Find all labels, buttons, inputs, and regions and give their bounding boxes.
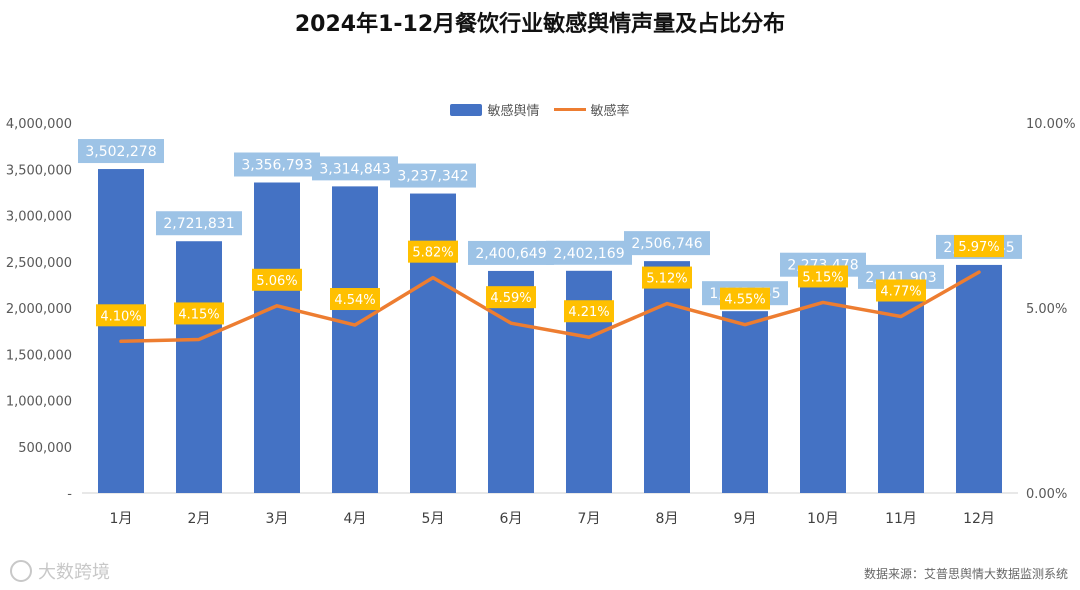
bar-data-label-box: [390, 163, 476, 188]
y-left-tick-label: 3,000,000: [6, 210, 72, 225]
x-tick-label: 2月: [188, 511, 211, 527]
x-tick-label: 7月: [578, 511, 601, 527]
y-left-tick-label: 3,500,000: [6, 163, 72, 178]
rate-data-label-box: [954, 235, 1004, 258]
bar-data-label-box: [234, 152, 320, 177]
brand-text: 大数跨境: [38, 562, 110, 583]
rate-data-label-box: [96, 304, 146, 327]
rate-data-label: 4.15%: [178, 307, 219, 322]
rate-data-label: 4.59%: [490, 291, 531, 306]
y-left-tick-label: -: [67, 487, 72, 502]
bar-data-label: 3,502,278: [85, 144, 156, 160]
bar: [176, 241, 222, 493]
legend: 敏感舆情 敏感率: [0, 100, 1080, 119]
bar-data-label-box: [312, 156, 398, 181]
bar-data-label: 3,314,843: [319, 161, 390, 177]
bar-data-label-box: [156, 211, 242, 236]
x-tick-label: 12月: [963, 511, 995, 527]
y-right-tick-label: 0.00%: [1026, 487, 1067, 502]
rate-data-label: 5.06%: [256, 274, 297, 289]
bar-data-label-box: [546, 240, 632, 265]
legend-item-line: 敏感率: [553, 100, 630, 119]
legend-line-label: 敏感率: [590, 104, 630, 119]
bar-data-label: 3,356,793: [241, 157, 312, 173]
y-left-tick-label: 1,500,000: [6, 348, 72, 363]
rate-data-label-box: [330, 288, 380, 311]
chart-title: 2024年1-12月餐饮行业敏感舆情声量及占比分布: [294, 12, 786, 37]
rate-data-label: 5.97%: [958, 240, 999, 255]
bar-data-label: 2,400,649: [475, 246, 546, 262]
bar-data-label: 3,237,342: [397, 169, 468, 185]
x-tick-label: 3月: [266, 511, 289, 527]
data-source: 数据来源：艾普思舆情大数据监测系统: [863, 567, 1068, 581]
rate-data-label-box: [642, 266, 692, 289]
x-tick-label: 1月: [110, 511, 133, 527]
y-left-tick-label: 2,000,000: [6, 302, 72, 317]
y-left-tick-label: 500,000: [18, 441, 72, 456]
legend-bar-swatch: [450, 103, 483, 116]
x-tick-label: 8月: [656, 511, 679, 527]
bar: [332, 186, 378, 494]
rate-data-label-box: [564, 300, 614, 323]
x-tick-label: 5月: [422, 511, 445, 527]
rate-data-label-box: [408, 240, 458, 263]
rate-data-label: 4.77%: [880, 285, 921, 300]
legend-line-swatch: [553, 108, 586, 111]
bar: [956, 264, 1002, 493]
y-left-tick-label: 2,500,000: [6, 256, 72, 271]
brand-logo-icon: [10, 560, 32, 582]
rate-data-label: 5.12%: [646, 272, 687, 287]
bar-data-label: 2,721,831: [163, 216, 234, 232]
x-tick-label: 4月: [344, 511, 367, 527]
rate-data-label-box: [252, 268, 302, 291]
bar: [98, 169, 144, 493]
rate-data-label: 4.10%: [100, 309, 141, 324]
bar-data-label-box: [624, 231, 710, 256]
rate-data-label: 4.54%: [334, 293, 375, 308]
rate-data-label: 5.15%: [802, 270, 843, 285]
x-tick-label: 10月: [807, 511, 839, 527]
bar: [254, 182, 300, 493]
legend-bar-label: 敏感舆情: [487, 104, 540, 119]
bar: [800, 282, 846, 493]
bar: [410, 193, 456, 493]
y-right-tick-label: 10.00%: [1026, 117, 1076, 132]
y-left-tick-label: 1,000,000: [6, 395, 72, 410]
bar: [722, 311, 768, 493]
bar-data-label-box: [468, 240, 554, 265]
bar-data-label-box: [78, 139, 164, 164]
rate-data-label-box: [876, 279, 926, 302]
rate-line: [119, 270, 981, 344]
rate-data-label-box: [798, 265, 848, 288]
rate-data-label: 4.21%: [568, 305, 609, 320]
x-tick-label: 9月: [734, 511, 757, 527]
y-left-tick-label: 4,000,000: [6, 117, 72, 132]
bar: [878, 294, 924, 493]
rate-data-label-box: [174, 302, 224, 325]
brand-watermark: 大数跨境: [10, 558, 110, 584]
x-tick-label: 11月: [885, 511, 917, 527]
rate-data-label: 5.82%: [412, 246, 453, 261]
bar-data-label: 2,402,169: [553, 246, 624, 262]
legend-item-bar: 敏感舆情: [450, 100, 540, 119]
rate-data-label-box: [486, 286, 536, 309]
rate-data-label-box: [720, 287, 770, 310]
y-right-tick-label: 5.00%: [1026, 302, 1067, 317]
x-tick-label: 6月: [500, 511, 523, 527]
rate-data-label: 4.55%: [724, 293, 765, 308]
bar-data-label: 2,506,746: [631, 236, 702, 252]
bar: [644, 261, 690, 493]
